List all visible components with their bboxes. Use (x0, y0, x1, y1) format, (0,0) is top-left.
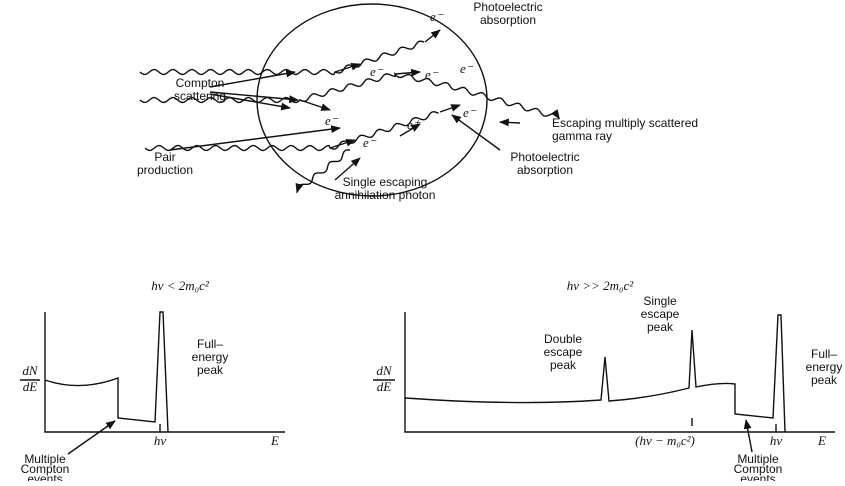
label: scattering (174, 89, 226, 103)
spectrum-right (373, 312, 835, 452)
spectrum-left (20, 312, 285, 454)
arrow (300, 100, 330, 110)
label: peak (811, 373, 838, 387)
axes (405, 312, 835, 432)
label: annihilation photon (335, 188, 436, 202)
label: e⁻ (363, 135, 377, 150)
label: dE (23, 379, 38, 394)
label: dN (376, 363, 393, 378)
arrow (395, 72, 420, 74)
arrow (452, 115, 500, 150)
label: energy (192, 350, 229, 364)
spectrum-curve (45, 312, 168, 432)
arrow (746, 420, 752, 452)
arrow (425, 30, 440, 42)
label: hν (154, 433, 167, 448)
spectrum-curve (405, 315, 785, 432)
label: escape (641, 307, 680, 321)
label: Full– (811, 347, 837, 361)
label: hν >> 2m₀c² (567, 278, 634, 293)
label: escape (544, 345, 583, 359)
label: peak (197, 363, 224, 377)
label: e⁻ (430, 9, 444, 24)
arrow (440, 105, 460, 112)
label: Escaping multiply scattered (552, 116, 698, 130)
label: E (270, 433, 279, 448)
label: E (817, 433, 826, 448)
label: Pair (154, 150, 175, 164)
label: Double (544, 332, 582, 346)
label: e⁻ (460, 61, 474, 76)
page: {"interaction_diagram": { "photoelectric… (0, 0, 845, 481)
label: events (27, 472, 62, 481)
label: production (137, 163, 193, 177)
label: Compton (176, 76, 225, 90)
label: events (740, 472, 775, 481)
label: hν (770, 433, 783, 448)
arrow (68, 421, 115, 454)
label: energy (806, 360, 843, 374)
label: e⁺ (407, 117, 421, 132)
label: e⁻ (463, 105, 477, 120)
label: peak (550, 358, 577, 372)
label: dE (377, 379, 392, 394)
label: hν < 2m₀c² (151, 278, 210, 293)
label: Single (643, 294, 677, 308)
label: e⁻ (370, 64, 384, 79)
label: Photoelectric (473, 0, 542, 14)
label: e⁻ (325, 113, 339, 128)
label: e⁻ (425, 67, 439, 82)
label: Photoelectric (510, 150, 579, 164)
label: dN (22, 363, 39, 378)
label: gamma ray (552, 129, 612, 143)
label: (hν − m₀c²) (635, 433, 695, 448)
figure: PhotoelectricabsorptionComptonscattering… (0, 0, 845, 481)
label: peak (647, 320, 674, 334)
gamma-ray (145, 112, 439, 151)
label: absorption (517, 163, 573, 177)
label: absorption (480, 13, 536, 27)
arrow (500, 122, 520, 123)
label: Full– (197, 337, 223, 351)
label: Single escaping (343, 175, 428, 189)
